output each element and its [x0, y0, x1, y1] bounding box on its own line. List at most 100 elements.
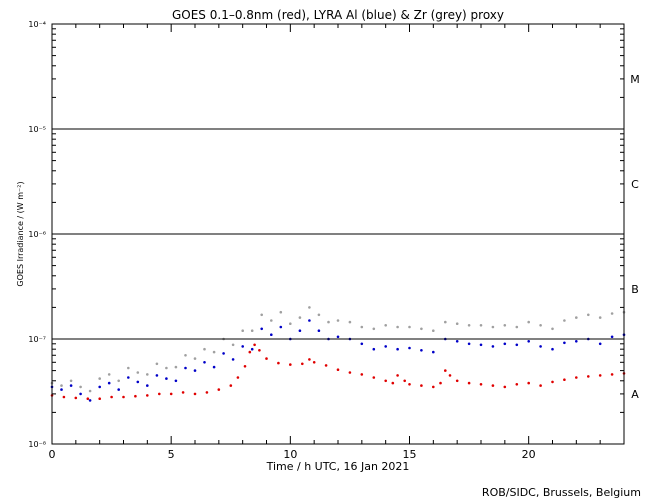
- data-point: [610, 312, 614, 315]
- series-0: [50, 343, 626, 401]
- data-point: [448, 374, 452, 377]
- data-point: [169, 392, 173, 396]
- data-point: [146, 373, 149, 376]
- data-point: [222, 352, 225, 355]
- data-point: [69, 384, 73, 387]
- data-point: [610, 373, 614, 376]
- data-point: [250, 329, 254, 333]
- data-point: [260, 327, 264, 331]
- data-point: [298, 329, 302, 333]
- data-point: [165, 366, 168, 370]
- data-point: [174, 365, 178, 369]
- data-point: [88, 399, 92, 402]
- data-point: [158, 392, 161, 396]
- data-point: [372, 347, 376, 351]
- data-point: [184, 354, 187, 357]
- data-point: [360, 342, 364, 346]
- data-point: [205, 391, 209, 394]
- data-point: [575, 316, 578, 319]
- y-axis-label: GOES Irradiance / (W m⁻²): [16, 181, 25, 286]
- axis-ticks: 0 5 10 15 20 10⁻⁸ 10⁻⁷ 10⁻⁶ 10⁻⁵ 10⁻⁴ A B C M: [28, 20, 639, 461]
- data-point: [539, 384, 542, 387]
- y-tick-label: 10⁻⁸: [28, 440, 46, 449]
- data-point: [467, 381, 471, 385]
- data-point: [420, 349, 423, 352]
- data-point: [479, 324, 483, 327]
- series-2: [50, 306, 626, 393]
- data-point: [491, 345, 495, 348]
- data-point: [98, 385, 101, 389]
- data-point: [217, 388, 221, 391]
- data-point: [117, 388, 120, 391]
- chart-title: GOES 0.1–0.8nm (red), LYRA Al (blue) & Z…: [172, 8, 504, 22]
- data-point: [270, 319, 273, 322]
- data-point: [360, 325, 364, 329]
- data-point: [253, 343, 256, 347]
- data-point: [527, 381, 530, 385]
- data-point: [86, 397, 90, 401]
- data-point: [336, 335, 340, 339]
- data-point: [455, 379, 459, 383]
- data-point: [527, 320, 530, 324]
- x-tick-label: 10: [283, 448, 297, 461]
- y-tick-label: 10⁻⁵: [28, 125, 46, 134]
- data-point: [479, 343, 483, 347]
- data-point: [610, 335, 614, 339]
- data-point: [396, 325, 399, 329]
- data-point: [420, 384, 423, 387]
- data-point: [298, 316, 302, 319]
- data-point: [243, 365, 247, 368]
- data-point: [539, 345, 542, 348]
- series-1: [50, 319, 626, 402]
- data-point: [165, 377, 168, 380]
- data-point: [236, 376, 240, 379]
- data-point: [110, 395, 113, 399]
- data-point: [258, 349, 261, 352]
- data-point: [575, 340, 578, 343]
- data-point: [107, 373, 111, 376]
- data-point: [391, 381, 395, 385]
- data-point: [88, 389, 92, 393]
- data-point: [408, 383, 411, 386]
- data-point: [515, 325, 519, 329]
- data-point: [60, 388, 63, 391]
- flare-class-label: M: [630, 73, 640, 86]
- x-tick-label: 0: [49, 448, 56, 461]
- data-point: [69, 379, 73, 383]
- data-point: [308, 358, 311, 361]
- flare-class-label: B: [631, 283, 639, 296]
- data-point: [241, 345, 244, 348]
- data-point: [551, 347, 554, 351]
- data-point: [587, 375, 590, 378]
- credit-text: ROB/SIDC, Brussels, Belgium: [482, 486, 641, 499]
- data-point: [467, 342, 471, 346]
- data-point: [563, 341, 566, 345]
- data-point: [563, 319, 566, 322]
- data-point: [136, 371, 140, 374]
- data-point: [598, 374, 602, 377]
- data-point: [384, 379, 388, 383]
- y-tick-label: 10⁻⁷: [28, 335, 46, 344]
- data-point: [455, 322, 459, 326]
- data-point: [384, 345, 388, 348]
- data-point: [403, 379, 407, 383]
- data-point: [515, 343, 519, 347]
- data-point: [203, 361, 206, 364]
- data-point: [193, 369, 197, 372]
- data-point: [408, 346, 411, 350]
- data-point: [155, 374, 159, 377]
- data-point: [317, 313, 321, 317]
- data-point: [241, 329, 244, 333]
- data-point: [136, 380, 140, 384]
- data-point: [250, 347, 254, 351]
- data-point: [181, 391, 185, 394]
- data-point: [127, 376, 130, 379]
- data-point: [432, 329, 435, 333]
- data-point: [563, 378, 566, 382]
- data-point: [98, 397, 101, 401]
- data-point: [193, 392, 197, 396]
- data-point: [491, 384, 495, 387]
- data-point: [229, 384, 233, 387]
- data-point: [551, 380, 554, 384]
